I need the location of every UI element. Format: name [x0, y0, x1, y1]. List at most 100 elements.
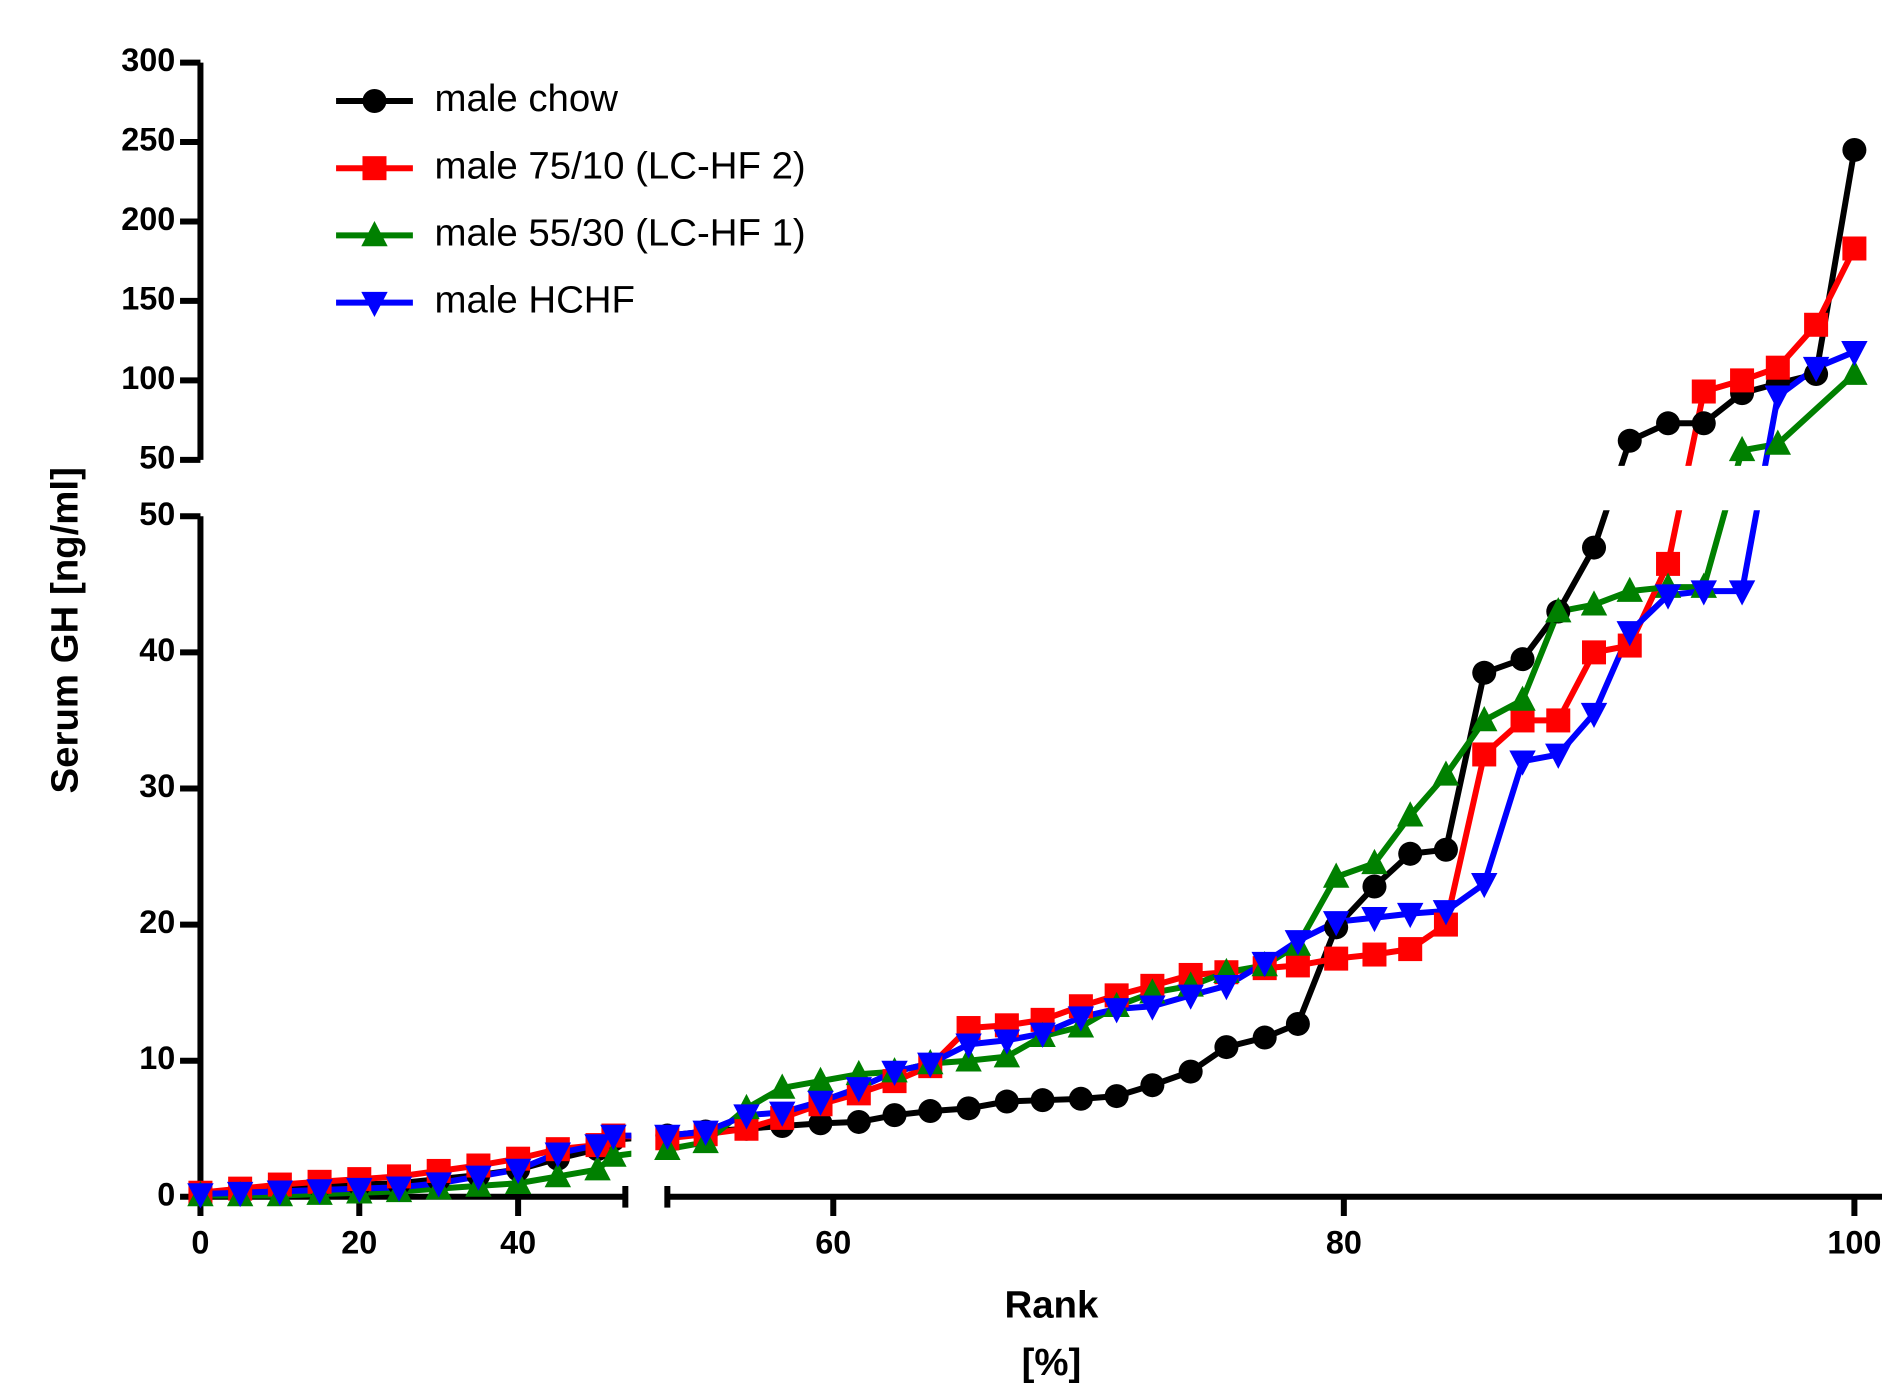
marker — [1397, 902, 1424, 929]
legend-marker — [361, 220, 388, 247]
marker — [1177, 984, 1204, 1010]
y-tick-label: 20 — [139, 904, 175, 940]
marker — [1841, 359, 1868, 385]
marker — [993, 1042, 1021, 1068]
marker — [1617, 428, 1642, 453]
x-axis-title: Rank — [1004, 1283, 1099, 1326]
marker — [1030, 1088, 1055, 1113]
y-tick-label: 40 — [139, 632, 175, 668]
marker — [1842, 236, 1867, 261]
marker — [1691, 411, 1716, 436]
marker — [584, 1134, 611, 1160]
marker — [1510, 708, 1535, 733]
marker — [769, 1073, 796, 1099]
x-axis-title: [%] — [1022, 1341, 1082, 1384]
marker — [1654, 584, 1682, 610]
marker — [654, 1124, 681, 1150]
x-tick-label: 20 — [341, 1224, 377, 1260]
legend-marker — [362, 88, 387, 113]
marker — [1322, 911, 1350, 937]
marker — [1804, 312, 1829, 337]
marker — [769, 1101, 796, 1127]
marker — [1362, 874, 1387, 899]
marker — [845, 1077, 873, 1103]
marker — [956, 1096, 981, 1121]
marker — [1765, 355, 1790, 380]
marker — [306, 1179, 333, 1205]
marker — [1656, 551, 1681, 576]
marker — [1178, 1059, 1203, 1084]
marker — [1802, 356, 1830, 383]
marker — [226, 1181, 254, 1208]
marker — [993, 1029, 1021, 1055]
marker — [544, 1142, 572, 1168]
marker — [1841, 340, 1868, 367]
marker — [1067, 1006, 1095, 1032]
marker — [1764, 429, 1792, 455]
marker — [1764, 385, 1792, 411]
marker — [994, 1089, 1019, 1114]
y-tick-label: 150 — [121, 280, 175, 316]
legend-label: male HCHF — [434, 279, 635, 322]
marker — [881, 1060, 908, 1086]
marker — [807, 1066, 834, 1092]
marker — [465, 1165, 492, 1191]
marker — [1398, 841, 1423, 866]
marker — [1140, 1073, 1165, 1098]
marker — [1730, 368, 1755, 393]
y-tick-label: 50 — [139, 496, 175, 532]
marker — [1582, 640, 1607, 665]
y-tick-label: 30 — [139, 768, 175, 804]
series-line — [200, 247, 1858, 1196]
marker — [1324, 946, 1349, 971]
marker — [1472, 742, 1497, 767]
y-tick-label: 200 — [121, 201, 175, 237]
marker — [1284, 930, 1312, 956]
marker — [917, 1052, 944, 1078]
marker — [846, 1109, 871, 1134]
marker — [1103, 998, 1130, 1024]
marker — [808, 1111, 833, 1136]
marker — [1251, 951, 1278, 978]
marker — [1580, 590, 1608, 616]
marker — [1582, 535, 1607, 560]
marker — [425, 1172, 452, 1198]
legend-marker — [361, 291, 388, 318]
marker — [882, 1103, 907, 1128]
marker — [1510, 647, 1535, 672]
marker — [346, 1177, 373, 1204]
marker — [1545, 743, 1572, 769]
marker — [544, 1161, 572, 1188]
marker — [1104, 1084, 1129, 1109]
y-tick-label: 10 — [139, 1040, 175, 1076]
marker — [1471, 872, 1498, 899]
marker — [1213, 975, 1240, 1001]
legend-label: male 75/10 (LC-HF 2) — [434, 144, 805, 187]
marker — [1432, 760, 1460, 786]
marker — [1432, 900, 1460, 926]
marker — [504, 1158, 532, 1184]
y-tick-label: 100 — [121, 360, 175, 396]
marker — [955, 1046, 982, 1072]
marker — [1068, 1086, 1093, 1111]
marker — [1580, 702, 1608, 729]
y-tick-label: 50 — [139, 439, 175, 475]
marker — [1322, 862, 1350, 888]
marker — [1545, 597, 1572, 623]
marker — [600, 1124, 627, 1150]
y-tick-label: 250 — [121, 122, 175, 158]
marker — [1362, 942, 1387, 967]
marker — [1691, 379, 1716, 404]
marker — [1433, 837, 1458, 862]
marker — [266, 1180, 294, 1206]
marker — [1472, 660, 1497, 685]
marker — [807, 1090, 834, 1116]
marker — [1471, 706, 1498, 732]
x-tick-label: 80 — [1326, 1224, 1362, 1260]
legend-marker — [362, 156, 387, 181]
marker — [918, 1099, 943, 1124]
marker — [1509, 685, 1536, 711]
y-tick-label: 300 — [121, 42, 175, 78]
marker — [692, 1120, 719, 1146]
